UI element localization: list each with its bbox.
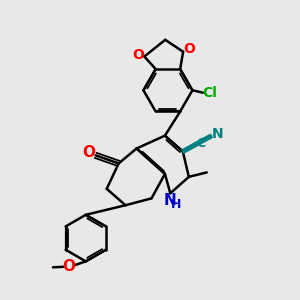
Text: H: H <box>170 198 181 211</box>
Text: O: O <box>132 48 144 62</box>
Text: O: O <box>183 42 195 56</box>
Text: N: N <box>164 193 177 208</box>
Text: O: O <box>62 259 75 274</box>
Text: N: N <box>212 128 223 142</box>
Text: O: O <box>82 146 96 160</box>
Text: C: C <box>196 136 205 150</box>
Text: Cl: Cl <box>202 86 217 100</box>
